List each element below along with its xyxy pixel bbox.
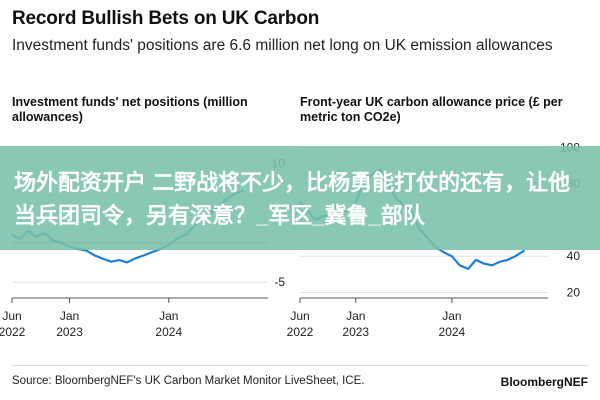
- data-point: [134, 257, 136, 260]
- x-tick-label: Jan: [159, 309, 178, 323]
- x-tick-label: Jun: [290, 309, 309, 323]
- x-tick-label: 2022: [0, 325, 26, 339]
- y-tick-label: 20: [567, 286, 581, 300]
- data-point: [151, 251, 153, 254]
- data-point: [482, 262, 485, 265]
- data-point: [110, 260, 113, 263]
- x-tick-label: 2023: [342, 325, 369, 339]
- data-point: [443, 251, 446, 254]
- panel-1-title: Investment funds' net positions (million…: [12, 95, 248, 124]
- data-point: [143, 254, 145, 257]
- x-tick-label: Jan: [442, 309, 461, 323]
- data-point: [467, 268, 470, 270]
- x-tick-label: 2024: [155, 325, 182, 339]
- overlay-banner-text: 场外配资开户 二野战将不少，比杨勇能打仗的还有，让他当兵团司令，另有深意？_军区…: [14, 170, 571, 228]
- x-tick-label: Jun: [2, 309, 21, 323]
- source-note: Source: BloombergNEF's UK Carbon Market …: [12, 375, 365, 387]
- data-point: [458, 264, 461, 267]
- data-point: [93, 254, 96, 257]
- data-point: [85, 249, 88, 252]
- x-tick-label: Jan: [346, 309, 365, 323]
- data-point: [514, 255, 517, 258]
- data-point: [523, 249, 525, 252]
- brand-logo: BloombergNEF: [500, 375, 588, 389]
- overlay-banner: 场外配资开户 二野战将不少，比杨勇能打仗的还有，让他当兵团司令，另有深意？_军区…: [0, 146, 600, 250]
- footer-divider: [12, 365, 588, 366]
- data-point: [118, 259, 121, 261]
- x-tick-label: 2023: [56, 325, 83, 339]
- data-point: [101, 257, 104, 260]
- y-tick-label: -5: [274, 275, 285, 289]
- chart-title: Record Bullish Bets on UK Carbon: [12, 8, 320, 29]
- x-tick-label: 2022: [287, 325, 314, 339]
- y-tick-label: 40: [567, 249, 581, 263]
- x-tick-label: Jan: [60, 309, 79, 323]
- data-point: [126, 261, 129, 264]
- data-point: [491, 264, 494, 267]
- panel-2-title: Front-year UK carbon allowance price (£ …: [300, 95, 563, 124]
- data-point: [499, 260, 501, 263]
- chart-subtitle: Investment funds' positions are 6.6 mill…: [12, 37, 553, 54]
- data-point: [506, 258, 509, 261]
- data-point: [475, 258, 477, 261]
- x-tick-label: 2024: [439, 325, 466, 339]
- data-point: [450, 255, 453, 258]
